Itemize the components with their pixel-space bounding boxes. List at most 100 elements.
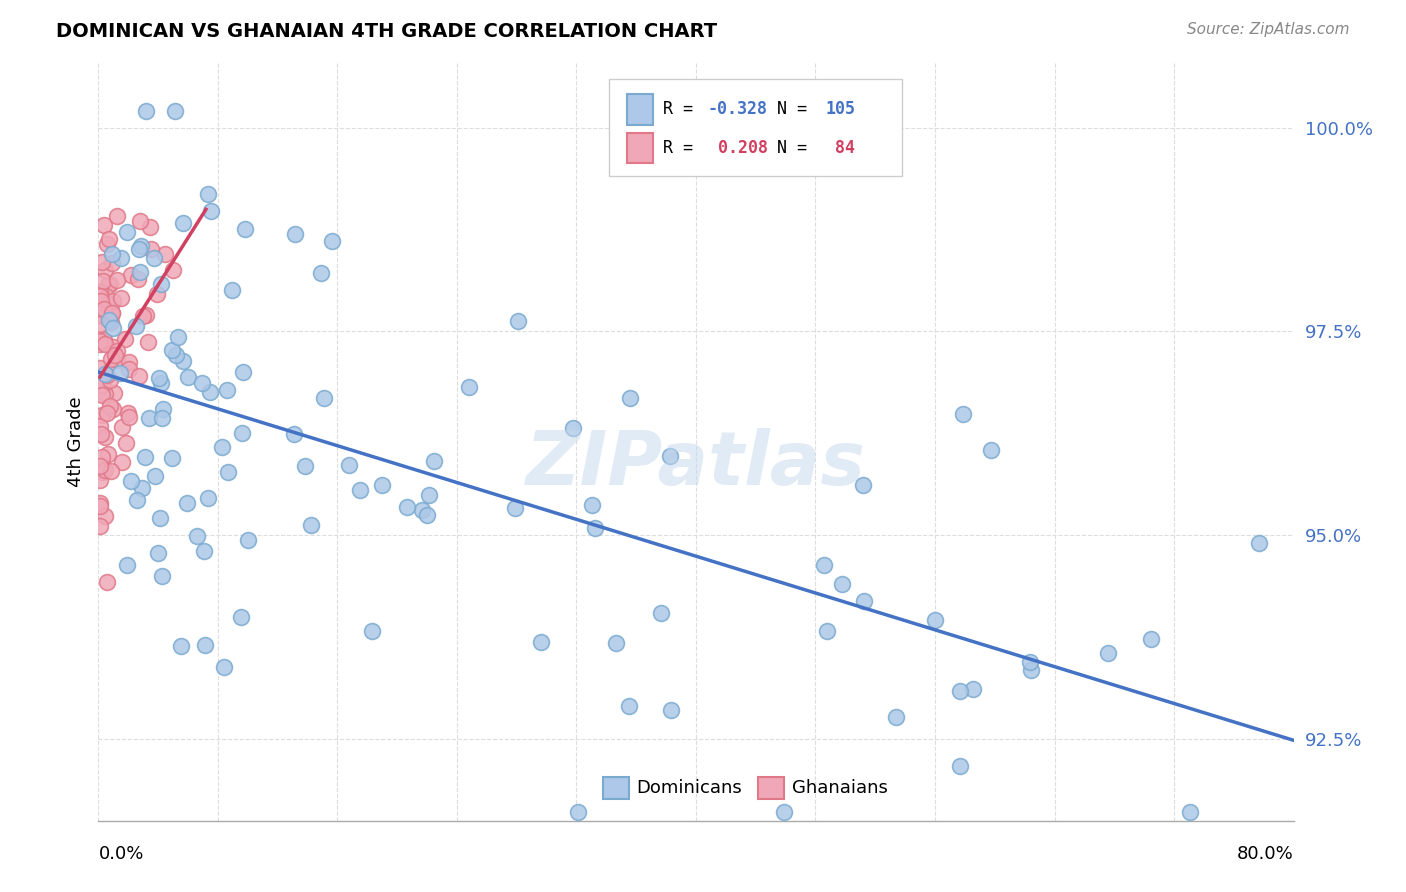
Point	[166, 347, 188, 361]
Point	[284, 227, 307, 242]
Point	[89, 334, 111, 348]
Point	[1178, 805, 1201, 820]
Point	[111, 455, 134, 469]
Point	[852, 593, 875, 607]
Point	[349, 483, 371, 498]
Point	[949, 683, 972, 698]
Point	[619, 391, 641, 405]
Point	[217, 465, 239, 479]
Point	[229, 610, 252, 624]
Point	[160, 451, 183, 466]
Point	[120, 474, 142, 488]
Point	[91, 378, 114, 392]
Point	[89, 337, 111, 351]
Point	[1019, 663, 1042, 677]
Point	[309, 266, 332, 280]
Text: N =: N =	[778, 139, 817, 157]
Point	[458, 380, 481, 394]
Point	[117, 406, 139, 420]
Point	[101, 320, 124, 334]
Text: R =: R =	[662, 139, 703, 157]
Point	[98, 313, 121, 327]
Point	[138, 411, 160, 425]
Point	[93, 301, 115, 316]
Text: 105: 105	[825, 101, 855, 119]
Text: 84: 84	[825, 139, 855, 157]
Point	[200, 203, 222, 218]
Point	[567, 805, 589, 820]
Point	[100, 306, 122, 320]
Text: ZIPatlas: ZIPatlas	[526, 428, 866, 500]
Point	[198, 385, 221, 400]
Point	[91, 309, 114, 323]
Point	[129, 265, 152, 279]
Point	[129, 239, 152, 253]
Point	[128, 242, 150, 256]
Point	[1018, 655, 1040, 669]
Point	[172, 216, 194, 230]
Point	[423, 454, 446, 468]
Point	[94, 463, 117, 477]
Point	[117, 558, 139, 573]
Point	[111, 420, 134, 434]
Point	[110, 291, 132, 305]
Text: Dominicans: Dominicans	[637, 779, 742, 797]
Point	[143, 252, 166, 266]
Point	[581, 498, 603, 512]
Point	[1247, 536, 1270, 550]
Point	[215, 383, 238, 397]
Point	[411, 502, 433, 516]
Point	[172, 354, 194, 368]
Point	[125, 319, 148, 334]
Point	[107, 344, 129, 359]
Point	[605, 636, 627, 650]
Point	[127, 272, 149, 286]
Point	[97, 297, 120, 311]
Point	[94, 302, 117, 317]
Point	[283, 427, 305, 442]
Point	[91, 254, 114, 268]
Point	[131, 309, 153, 323]
Point	[617, 698, 640, 713]
Point	[105, 352, 128, 367]
Point	[89, 293, 111, 307]
Point	[361, 624, 384, 638]
Text: DOMINICAN VS GHANAIAN 4TH GRADE CORRELATION CHART: DOMINICAN VS GHANAIAN 4TH GRADE CORRELAT…	[56, 22, 717, 41]
Point	[93, 333, 115, 347]
Point	[94, 430, 117, 444]
Point	[100, 315, 122, 329]
Point	[153, 247, 176, 261]
Point	[96, 368, 118, 382]
Point	[143, 469, 166, 483]
Point	[105, 273, 128, 287]
Point	[89, 308, 111, 322]
Point	[162, 263, 184, 277]
Text: 80.0%: 80.0%	[1237, 845, 1294, 863]
Point	[831, 577, 853, 591]
Point	[197, 491, 219, 506]
Point	[162, 343, 184, 358]
Text: N =: N =	[778, 101, 817, 119]
Point	[101, 340, 124, 354]
Point	[129, 213, 152, 227]
Point	[89, 317, 111, 331]
Point	[97, 447, 120, 461]
Point	[152, 402, 174, 417]
Point	[89, 307, 111, 321]
Point	[150, 569, 173, 583]
Point	[238, 533, 260, 547]
Point	[813, 558, 835, 572]
Point	[530, 635, 553, 649]
Point	[136, 334, 159, 349]
Point	[118, 355, 141, 369]
Point	[169, 639, 191, 653]
Point	[233, 222, 256, 236]
Point	[138, 220, 160, 235]
Point	[194, 638, 217, 652]
Point	[231, 425, 253, 440]
Text: 0.0%: 0.0%	[98, 845, 143, 863]
Point	[506, 314, 529, 328]
Point	[94, 509, 117, 524]
Point	[117, 225, 139, 239]
Point	[1139, 632, 1161, 646]
